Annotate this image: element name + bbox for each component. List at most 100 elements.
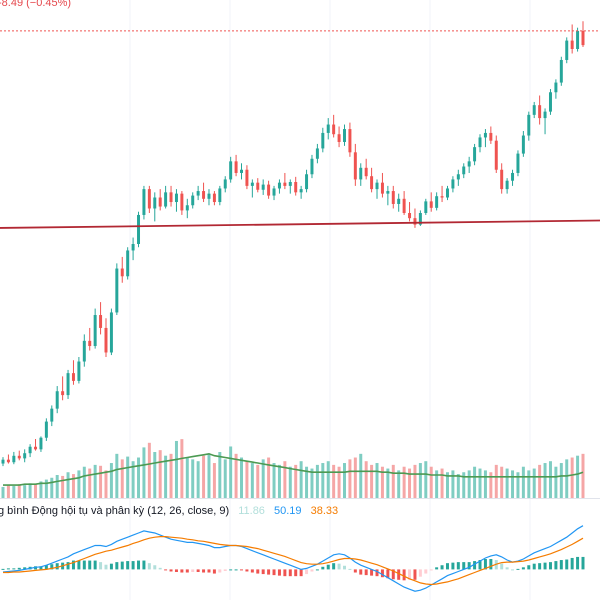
volume-bar: [326, 461, 330, 498]
macd-histogram-bar: [250, 569, 254, 573]
macd-histogram-bar: [288, 569, 292, 577]
candle-body: [174, 193, 178, 203]
volume-bar: [180, 439, 184, 498]
candle-body: [548, 92, 552, 112]
macd-histogram-bar: [413, 569, 417, 580]
volume-bar: [50, 477, 54, 498]
candle-body: [456, 174, 460, 180]
candle-body: [71, 373, 75, 381]
volume-bar: [169, 453, 173, 498]
candle-body: [337, 134, 341, 142]
macd-histogram-bar: [261, 569, 265, 575]
volume-bar: [483, 470, 487, 498]
macd-histogram-bar: [142, 560, 146, 570]
volume-bar: [386, 468, 390, 498]
candle-body: [305, 174, 309, 190]
volume-bar: [570, 457, 574, 498]
macd-histogram-bar: [305, 569, 309, 575]
macd-histogram-bar: [109, 563, 113, 570]
volume-bar: [500, 466, 504, 498]
volume-bar: [77, 470, 81, 498]
volume-bar: [153, 452, 157, 498]
volume-bar: [359, 453, 363, 498]
volume-bar: [516, 472, 520, 498]
macd-histogram-bar: [315, 569, 319, 571]
volume-bar: [375, 463, 379, 498]
macd-histogram-bar: [82, 560, 86, 570]
volume-bar: [397, 470, 401, 498]
macd-histogram-bar: [180, 569, 184, 573]
macd-histogram-bar: [207, 569, 211, 573]
candle-body: [277, 182, 281, 189]
candle-body: [391, 191, 395, 204]
candle-body: [435, 196, 439, 208]
volume-bar: [261, 459, 265, 498]
candle-body: [332, 124, 336, 135]
candle-body: [120, 268, 124, 277]
candle-body: [581, 30, 585, 46]
candle-body: [386, 191, 390, 194]
candle-body: [202, 191, 206, 199]
macd-histogram-bar: [380, 569, 384, 578]
candle-body: [115, 268, 119, 313]
macd-histogram-bar: [6, 568, 10, 570]
candle-body: [28, 446, 32, 454]
candlesticks: [1, 21, 585, 467]
macd-histogram-bar: [532, 563, 536, 570]
macd-histogram-bar: [375, 569, 379, 577]
candle-body: [424, 201, 428, 214]
macd-legend-title: g bình Động hội tụ và phân kỳ (12, 26, c…: [0, 505, 230, 517]
macd-histogram-bar: [527, 565, 531, 570]
candle-body: [478, 137, 482, 148]
volume-bar: [456, 474, 460, 498]
volume-bar: [99, 465, 103, 498]
volume-bar: [66, 472, 70, 498]
macd-legend[interactable]: g bình Động hội tụ và phân kỳ (12, 26, c…: [0, 505, 338, 517]
volume-bar: [527, 470, 531, 498]
candle-body: [66, 373, 70, 396]
volume-bar: [104, 470, 108, 498]
candle-body: [559, 59, 563, 83]
candle-body: [527, 114, 531, 136]
macd-histogram-bar: [391, 569, 395, 580]
macd-histogram-bar: [397, 569, 401, 580]
candle-body: [185, 205, 189, 211]
macd-histogram-bar: [554, 561, 558, 570]
candle-body: [99, 315, 103, 328]
macd-histogram-bar: [456, 562, 460, 570]
candle-body: [445, 188, 449, 198]
candle-body: [261, 184, 265, 190]
trend-line[interactable]: [0, 219, 600, 229]
macd-histogram-bar: [50, 564, 54, 570]
macd-histogram-bar: [424, 569, 428, 574]
candle-body: [321, 132, 325, 149]
candle-body: [348, 129, 352, 153]
volume-bar: [559, 463, 563, 498]
candle-body: [169, 192, 173, 203]
macd-histogram-bar: [218, 569, 222, 573]
candle-body: [88, 340, 92, 347]
pane-separator[interactable]: [0, 498, 600, 499]
volume-bar: [299, 461, 303, 498]
volume-bar: [473, 466, 477, 498]
volume-bar: [337, 466, 341, 498]
volume-bar: [185, 457, 189, 498]
volume-bar: [109, 463, 113, 498]
volume-bar: [294, 464, 298, 498]
volume-bar: [543, 463, 547, 498]
volume-bar: [283, 461, 287, 498]
macd-histogram-bar: [408, 569, 412, 580]
candle-body: [180, 193, 184, 211]
candle-body: [462, 166, 466, 175]
candle-body: [408, 213, 412, 219]
macd-histogram-bar: [256, 569, 260, 574]
candle-body: [164, 192, 168, 207]
macd-histogram-bar: [478, 560, 482, 570]
macd-histogram-bar: [581, 556, 585, 570]
candle-body: [440, 196, 444, 198]
candle-body: [576, 30, 580, 49]
candle-body: [489, 132, 493, 141]
candle-body: [283, 182, 287, 186]
macd-histogram-bar: [516, 568, 520, 570]
